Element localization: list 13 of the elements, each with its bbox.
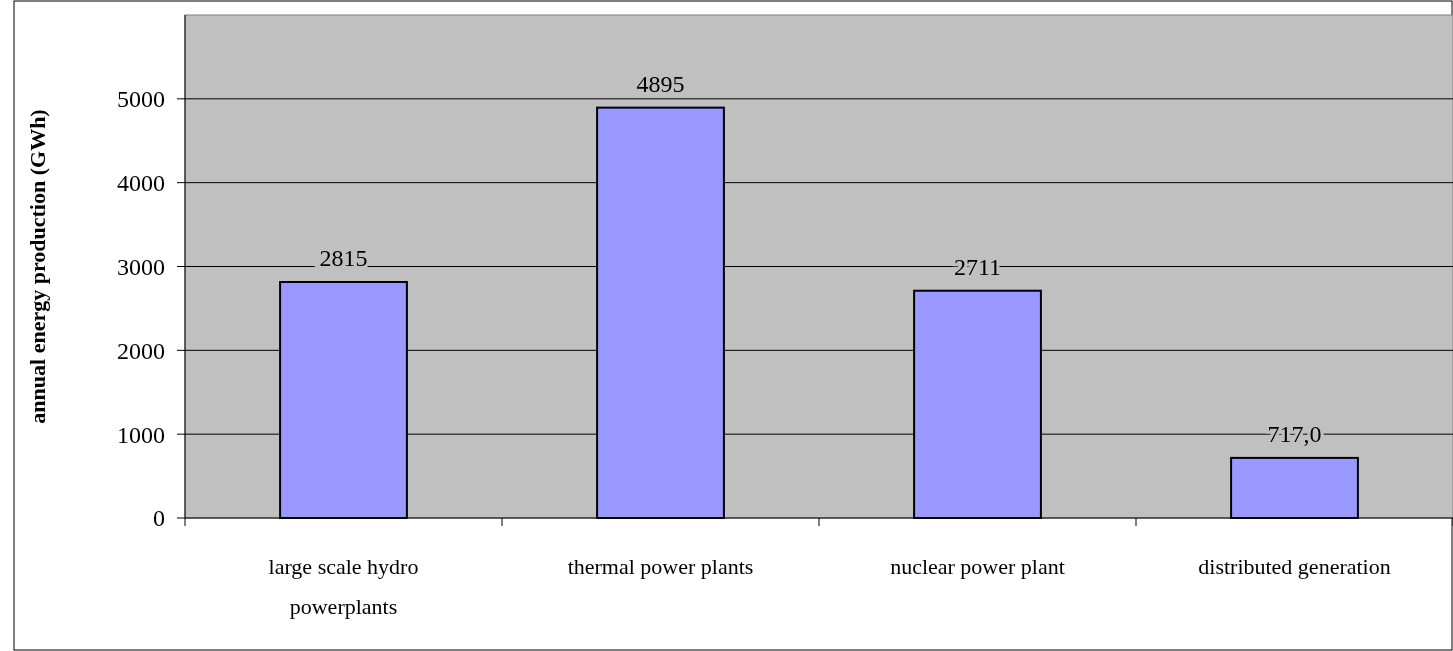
y-tick-label: 3000	[117, 253, 165, 280]
x-tick-label: large scale hydro powerplants	[268, 554, 419, 619]
y-tick-label: 1000	[117, 421, 165, 448]
y-tick-label: 0	[153, 505, 165, 532]
data-label: 4895	[636, 70, 685, 97]
x-tick-label: thermal power plants	[567, 554, 754, 579]
y-tick-label: 4000	[117, 170, 165, 197]
y-tick-label: 2000	[117, 337, 165, 364]
x-tick-label: distributed generation	[1198, 554, 1391, 579]
y-tick-label: 5000	[117, 86, 165, 113]
data-label: 2815	[319, 245, 368, 272]
y-axis-title: annual energy production (GWh)	[25, 109, 50, 424]
x-tick-label: nuclear power plant	[890, 554, 1065, 579]
